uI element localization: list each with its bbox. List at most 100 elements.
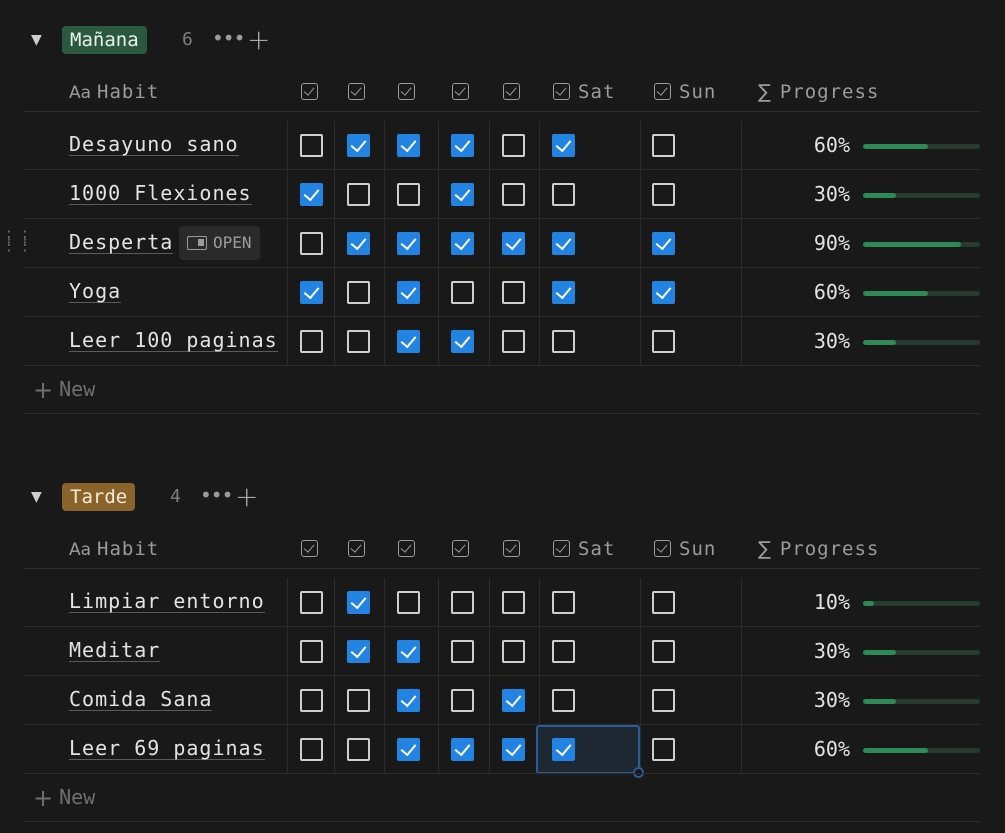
habit-name[interactable]: Leer 69 paginas <box>69 736 265 760</box>
day-checkbox[interactable] <box>347 640 370 663</box>
day-checkbox[interactable] <box>300 591 323 614</box>
day-checkbox[interactable] <box>347 689 370 712</box>
day-checkbox[interactable] <box>652 591 675 614</box>
day-checkbox[interactable] <box>652 330 675 353</box>
table-row[interactable]: Leer 100 paginas 30% <box>0 317 1005 366</box>
day-checkbox[interactable] <box>502 134 525 157</box>
day-checkbox[interactable] <box>397 281 420 304</box>
column-header-habit[interactable]: Aa Habit <box>69 538 159 560</box>
day-checkbox[interactable] <box>502 330 525 353</box>
column-header-day[interactable] <box>452 538 469 560</box>
collapse-toggle-icon[interactable]: ▼ <box>31 489 42 505</box>
column-header-day[interactable]: Sun <box>654 81 716 103</box>
day-checkbox[interactable] <box>347 134 370 157</box>
day-checkbox[interactable] <box>451 689 474 712</box>
column-header-day[interactable]: Sat <box>553 538 615 560</box>
day-checkbox[interactable] <box>397 591 420 614</box>
day-checkbox[interactable] <box>451 183 474 206</box>
collapse-toggle-icon[interactable]: ▼ <box>31 32 42 48</box>
new-row-button[interactable]: + New <box>33 784 95 812</box>
day-checkbox[interactable] <box>652 689 675 712</box>
day-checkbox[interactable] <box>502 281 525 304</box>
column-header-day[interactable] <box>503 538 520 560</box>
day-checkbox[interactable] <box>451 738 474 761</box>
table-row[interactable]: Meditar 30% <box>0 627 1005 676</box>
column-header-day[interactable] <box>398 81 415 103</box>
day-checkbox[interactable] <box>451 330 474 353</box>
day-checkbox[interactable] <box>552 738 575 761</box>
day-checkbox[interactable] <box>552 689 575 712</box>
column-header-day[interactable] <box>452 81 469 103</box>
day-checkbox[interactable] <box>347 330 370 353</box>
table-row[interactable]: Limpiar entorno 10% <box>0 578 1005 627</box>
column-header-day[interactable] <box>348 81 365 103</box>
habit-name[interactable]: Meditar <box>69 638 161 662</box>
day-checkbox[interactable] <box>397 183 420 206</box>
day-checkbox[interactable] <box>347 591 370 614</box>
day-checkbox[interactable] <box>652 640 675 663</box>
day-checkbox[interactable] <box>502 689 525 712</box>
add-icon[interactable]: + <box>235 480 259 513</box>
table-row[interactable]: 1000 Flexiones 30% <box>0 170 1005 219</box>
column-header-day[interactable] <box>503 81 520 103</box>
column-header-day[interactable] <box>301 538 318 560</box>
habit-name[interactable]: Limpiar entorno <box>69 589 265 613</box>
habit-name[interactable]: Comida Sana <box>69 687 213 711</box>
new-row-button[interactable]: + New <box>33 376 95 404</box>
day-checkbox[interactable] <box>300 183 323 206</box>
day-checkbox[interactable] <box>502 640 525 663</box>
day-checkbox[interactable] <box>451 232 474 255</box>
table-row[interactable]: Yoga 60% <box>0 268 1005 317</box>
day-checkbox[interactable] <box>300 640 323 663</box>
table-row[interactable]: ⋮⋮ ⋮⋮ Desperta OPEN 90% <box>0 219 1005 268</box>
day-checkbox[interactable] <box>347 183 370 206</box>
day-checkbox[interactable] <box>451 640 474 663</box>
column-header-progress[interactable]: ∑ Progress <box>758 81 879 103</box>
group-tag[interactable]: Tarde <box>62 483 136 511</box>
day-checkbox[interactable] <box>397 640 420 663</box>
day-checkbox[interactable] <box>552 134 575 157</box>
add-icon[interactable]: + <box>247 23 271 56</box>
day-checkbox[interactable] <box>347 738 370 761</box>
day-checkbox[interactable] <box>502 591 525 614</box>
habit-name[interactable]: 1000 Flexiones <box>69 181 252 205</box>
fill-handle[interactable] <box>633 767 644 778</box>
day-checkbox[interactable] <box>451 281 474 304</box>
day-checkbox[interactable] <box>397 232 420 255</box>
new-row[interactable]: + New <box>0 774 1005 822</box>
day-checkbox[interactable] <box>300 738 323 761</box>
day-checkbox[interactable] <box>552 330 575 353</box>
more-options-icon[interactable]: ••• <box>200 483 233 507</box>
day-checkbox[interactable] <box>397 689 420 712</box>
column-header-day[interactable] <box>348 538 365 560</box>
day-checkbox[interactable] <box>300 689 323 712</box>
column-header-day[interactable]: Sun <box>654 538 716 560</box>
day-checkbox[interactable] <box>451 134 474 157</box>
day-checkbox[interactable] <box>397 134 420 157</box>
day-checkbox[interactable] <box>347 232 370 255</box>
day-checkbox[interactable] <box>652 134 675 157</box>
day-checkbox[interactable] <box>397 738 420 761</box>
day-checkbox[interactable] <box>652 281 675 304</box>
habit-name[interactable]: Desperta <box>69 230 174 254</box>
day-checkbox[interactable] <box>552 183 575 206</box>
day-checkbox[interactable] <box>347 281 370 304</box>
day-checkbox[interactable] <box>451 591 474 614</box>
day-checkbox[interactable] <box>300 134 323 157</box>
day-checkbox[interactable] <box>552 640 575 663</box>
day-checkbox[interactable] <box>300 281 323 304</box>
new-row[interactable]: + New <box>0 366 1005 414</box>
column-header-day[interactable] <box>398 538 415 560</box>
day-checkbox[interactable] <box>552 591 575 614</box>
habit-name[interactable]: Desayuno sano <box>69 132 239 156</box>
day-checkbox[interactable] <box>502 232 525 255</box>
open-button[interactable]: OPEN <box>179 226 260 260</box>
day-checkbox[interactable] <box>652 183 675 206</box>
drag-handle-icon[interactable]: ⋮⋮ ⋮⋮ <box>1 227 33 254</box>
table-row[interactable]: Comida Sana 30% <box>0 676 1005 725</box>
column-header-day[interactable]: Sat <box>553 81 615 103</box>
day-checkbox[interactable] <box>652 232 675 255</box>
day-checkbox[interactable] <box>652 738 675 761</box>
more-options-icon[interactable]: ••• <box>212 26 245 50</box>
day-checkbox[interactable] <box>397 330 420 353</box>
